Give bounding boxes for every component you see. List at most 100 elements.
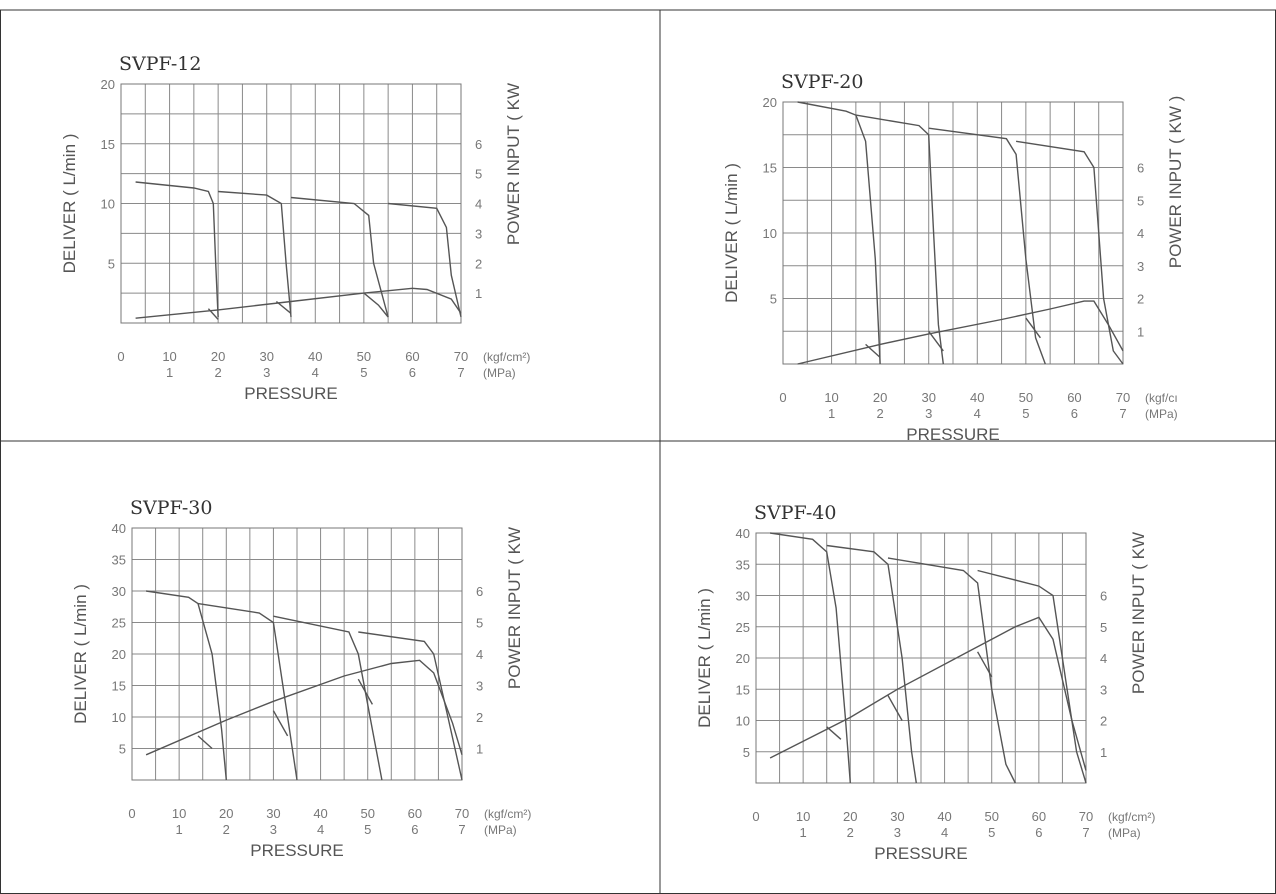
x2-tick-label: 2 bbox=[877, 406, 884, 421]
x-tick-label: 60 bbox=[1067, 390, 1081, 405]
series-line-5 bbox=[145, 659, 463, 756]
x2-tick-label: 3 bbox=[925, 406, 932, 421]
plot-frame bbox=[120, 83, 462, 324]
series-line-6 bbox=[197, 735, 213, 750]
y-tick-label: 10 bbox=[763, 226, 777, 241]
y2-axis-label: POWER INPUT ( KW bbox=[1129, 532, 1148, 694]
x2-tick-label: 7 bbox=[457, 365, 464, 380]
x-tick-label: 70 bbox=[454, 349, 468, 364]
series-line-3 bbox=[887, 557, 1016, 784]
x2-tick-label: 5 bbox=[364, 822, 371, 837]
series-line-4 bbox=[977, 569, 1087, 784]
y2-tick-label: 5 bbox=[475, 167, 482, 182]
x-tick-label: 60 bbox=[405, 349, 419, 364]
y2-tick-label: 4 bbox=[476, 647, 483, 662]
x-tick-label: 30 bbox=[266, 806, 280, 821]
series-line-2 bbox=[218, 190, 292, 318]
x-unit-kgf-label: (kgf/cm²) bbox=[483, 350, 530, 364]
y2-tick-label: 6 bbox=[1137, 161, 1144, 176]
x-tick-label: 40 bbox=[308, 349, 322, 364]
x-tick-label: 50 bbox=[360, 806, 374, 821]
series-line-4 bbox=[388, 202, 462, 318]
y2-tick-label: 3 bbox=[475, 226, 482, 241]
x-axis-label: PRESSURE bbox=[244, 384, 338, 403]
series-line-7 bbox=[275, 300, 292, 314]
x2-tick-label: 4 bbox=[974, 406, 981, 421]
y2-tick-label: 1 bbox=[1137, 324, 1144, 339]
y2-tick-label: 2 bbox=[1100, 714, 1107, 729]
x-unit-mpa-label: (MPa) bbox=[1145, 407, 1178, 421]
x2-tick-label: 1 bbox=[800, 825, 807, 840]
x-tick-label: 20 bbox=[873, 390, 887, 405]
x-axis-label: PRESSURE bbox=[906, 425, 1000, 444]
y2-tick-label: 1 bbox=[476, 742, 483, 757]
y-tick-label: 40 bbox=[112, 521, 126, 536]
x-tick-label: 10 bbox=[796, 809, 810, 824]
x-tick-label: 40 bbox=[970, 390, 984, 405]
x-tick-label: 30 bbox=[890, 809, 904, 824]
series-line-4 bbox=[358, 631, 463, 781]
y-tick-label: 5 bbox=[119, 742, 126, 757]
x-unit-kgf-label: (kgf/cı bbox=[1145, 391, 1178, 405]
y-tick-label: 30 bbox=[112, 584, 126, 599]
x2-tick-label: 5 bbox=[1022, 406, 1029, 421]
y-tick-label: 10 bbox=[736, 714, 750, 729]
y-tick-label: 25 bbox=[112, 616, 126, 631]
x-tick-label: 0 bbox=[117, 349, 124, 364]
series-line-8 bbox=[363, 292, 389, 318]
y2-tick-label: 4 bbox=[1100, 651, 1107, 666]
x-tick-label: 20 bbox=[211, 349, 225, 364]
x-unit-kgf-label: (kgf/cm²) bbox=[484, 807, 531, 821]
y-tick-label: 15 bbox=[736, 682, 750, 697]
x-unit-kgf-label: (kgf/cm²) bbox=[1108, 810, 1155, 824]
x-tick-label: 60 bbox=[408, 806, 422, 821]
series-line-8 bbox=[976, 651, 993, 678]
y2-tick-label: 5 bbox=[1137, 193, 1144, 208]
series-line-6 bbox=[865, 343, 881, 358]
y-tick-label: 15 bbox=[112, 679, 126, 694]
y-tick-label: 35 bbox=[112, 553, 126, 568]
series-line-2 bbox=[855, 114, 944, 365]
y-tick-label: 15 bbox=[101, 137, 115, 152]
y-axis-label: DELIVER ( L/min ) bbox=[722, 163, 741, 303]
x-tick-label: 50 bbox=[1019, 390, 1033, 405]
x2-tick-label: 6 bbox=[1071, 406, 1078, 421]
x2-tick-label: 2 bbox=[223, 822, 230, 837]
y-axis-label: DELIVER ( L/min ) bbox=[71, 584, 90, 724]
y2-tick-label: 6 bbox=[475, 137, 482, 152]
y-tick-label: 25 bbox=[736, 620, 750, 635]
x-tick-label: 40 bbox=[313, 806, 327, 821]
series-line-5 bbox=[797, 300, 1124, 365]
y2-tick-label: 6 bbox=[1100, 589, 1107, 604]
x2-tick-label: 1 bbox=[828, 406, 835, 421]
series-line-3 bbox=[290, 196, 389, 318]
y2-tick-label: 2 bbox=[475, 256, 482, 271]
chart-title: SVPF-20 bbox=[781, 71, 863, 93]
x2-tick-label: 2 bbox=[847, 825, 854, 840]
y-tick-label: 5 bbox=[743, 745, 750, 760]
x-tick-label: 0 bbox=[779, 390, 786, 405]
x2-tick-label: 6 bbox=[1035, 825, 1042, 840]
y2-tick-label: 1 bbox=[1100, 745, 1107, 760]
series-line-1 bbox=[135, 181, 219, 318]
y-tick-label: 10 bbox=[101, 197, 115, 212]
series-line-2 bbox=[197, 602, 298, 781]
x2-tick-label: 3 bbox=[263, 365, 270, 380]
chart-title: SVPF-40 bbox=[754, 502, 836, 524]
x-tick-label: 50 bbox=[984, 809, 998, 824]
y-tick-label: 40 bbox=[736, 526, 750, 541]
x2-tick-label: 6 bbox=[409, 365, 416, 380]
y-tick-label: 20 bbox=[763, 95, 777, 110]
y-tick-label: 10 bbox=[112, 710, 126, 725]
series-line-8 bbox=[1025, 317, 1041, 339]
series-line-5 bbox=[135, 287, 462, 319]
x-axis-label: PRESSURE bbox=[250, 841, 344, 860]
y2-tick-label: 2 bbox=[1137, 292, 1144, 307]
plot-frame bbox=[755, 532, 1087, 784]
series-line-2 bbox=[826, 544, 917, 784]
plot-frame bbox=[782, 101, 1124, 365]
y-tick-label: 20 bbox=[736, 651, 750, 666]
